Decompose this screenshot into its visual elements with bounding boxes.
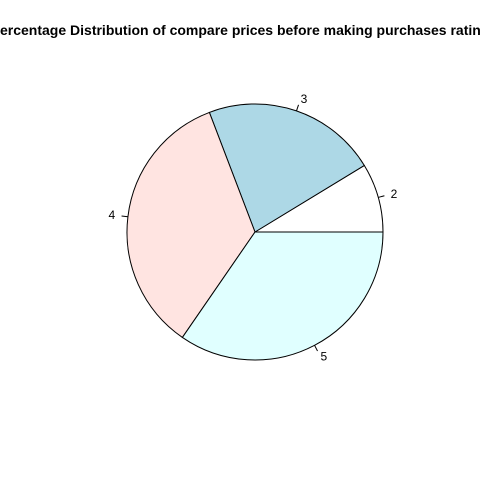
pie-slice-3 [208, 103, 366, 233]
pie-label-5: 5 [320, 350, 327, 364]
pie-label-tick-5 [314, 345, 318, 352]
pie-label-tick-3 [295, 104, 300, 112]
chart-title-text: Percentage Distribution of compare price… [0, 22, 480, 38]
pie-label-tick-2 [378, 195, 385, 198]
pie-slice-5 [181, 231, 384, 361]
pie-label-3: 3 [301, 92, 308, 106]
pie-label-4: 4 [109, 208, 116, 222]
pie-label-2: 2 [391, 187, 398, 201]
pie-labels: 2 3 4 5 [109, 92, 398, 364]
chart-title: Percentage Distribution of compare price… [0, 22, 480, 38]
pie-slice-4 [126, 111, 256, 339]
pie-label-tick-4 [121, 215, 128, 218]
pie-slices [126, 103, 384, 361]
